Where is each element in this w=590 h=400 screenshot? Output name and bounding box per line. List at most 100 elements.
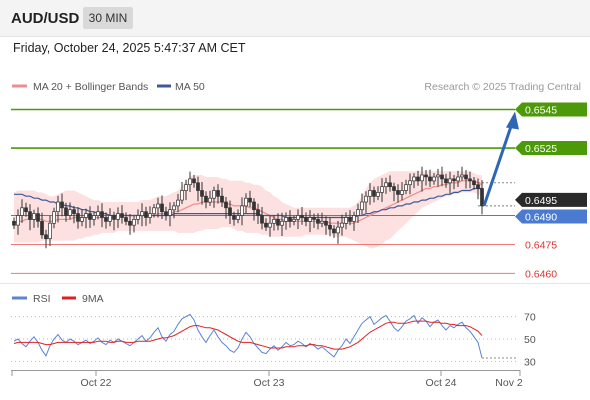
candle-up [244,197,248,207]
candle-down [196,182,200,191]
candle-down [248,197,252,203]
candle-up [296,215,300,220]
candle-down [224,201,228,209]
x-tick-label: Oct 23 [254,377,285,389]
ma50-line [14,187,482,219]
rsi-line [13,313,483,359]
candle-up [168,209,172,216]
candle-up [360,201,364,211]
candle-down [64,207,68,216]
candle-up [320,220,324,224]
candle-down [24,207,28,213]
candle-up [336,226,340,234]
candle-down [76,213,80,222]
candle-up [368,190,372,197]
candle-up [364,195,368,203]
resistance-price-label-bg [515,141,587,156]
candle-up [456,176,460,182]
candle-down [328,224,332,230]
current-price-label-bg [515,209,587,224]
rsi-ma-legend-label: 9MA [82,293,104,305]
candle-up [180,190,184,201]
candle-down [220,195,224,203]
candle-up [188,178,192,186]
candle-down [128,220,132,226]
candle-up [404,184,408,191]
candle-down [304,217,308,222]
candle-up [280,220,284,226]
candle-down [452,178,456,182]
candle-up [212,190,216,199]
chart-datetime: Friday, October 24, 2025 5:47:37 AM CET [13,41,246,55]
candle-down [60,201,64,209]
rsi-legend-label: RSI [33,293,51,305]
candle-up [20,207,24,216]
candle-down [388,182,392,188]
candle-up [140,211,144,216]
candle-up [420,174,424,182]
candle-up [84,213,88,218]
rsi-tick-label: 30 [524,356,536,368]
candle-down [88,213,92,220]
rsi-panel: 70 50 30 [11,312,536,368]
ma50-legend-label: MA 50 [175,81,205,93]
candle-up [356,209,360,216]
candle-up [308,217,312,222]
support-price-label: 0.6460 [525,268,557,280]
candle-down [468,178,472,182]
candle-up [292,219,296,222]
candle-down [264,222,268,228]
candle-down [192,178,196,184]
x-tick-label: Oct 22 [81,377,112,389]
candle-up [352,215,356,222]
candle-up [152,207,156,214]
symbol-title: AUD/USD [11,10,80,27]
candle-up [148,213,152,218]
candle-down [164,211,168,216]
candle-down [204,195,208,203]
research-credit: Research © 2025 Trading Central [424,81,581,93]
candle-down [276,219,280,226]
candle-down [324,220,328,226]
candle-up [176,199,180,207]
candle-up [16,215,20,226]
candle-up [432,176,436,182]
bollinger-band-fill [14,171,482,249]
candle-up [268,222,272,228]
candle-down [120,213,124,218]
candle-down [396,190,400,195]
candle-up [412,176,416,182]
candle-up [56,201,60,212]
candle-down [372,190,376,197]
last-price-label-bg [515,192,587,207]
candle-up [108,215,112,222]
rsi-ma-line [13,320,483,350]
ma20-legend-label: MA 20 + Bollinger Bands [33,81,148,93]
candle-down [160,203,164,213]
candle-up [448,178,452,184]
timeframe-button[interactable]: 30 MIN [83,7,133,29]
candle-up [340,222,344,228]
candle-up [96,211,100,216]
candle-down [464,174,468,180]
candle-up [136,215,140,220]
resistance-price-label-bg [515,102,587,117]
candle-up [408,180,412,186]
resistance-price-label: 0.6525 [525,143,557,155]
candle-down [36,213,40,222]
main-panel: 0.6545 0.6525 0.6495 0.6490 0.6475 0.6460 [11,102,587,280]
candle-down [256,209,260,216]
candle-down [416,176,420,182]
support-price-label: 0.6475 [525,239,557,251]
candle-up [48,222,52,239]
ma20-line [13,180,483,224]
candle-down [100,211,104,218]
chart-header: AUD/USD 30 MIN [0,0,590,37]
forecast-arrow-shaft [482,123,514,207]
candle-down [440,174,444,180]
resistance-price-label: 0.6545 [525,104,557,116]
candle-down [476,184,480,189]
candle-down [424,174,428,178]
candle-down [200,190,204,197]
